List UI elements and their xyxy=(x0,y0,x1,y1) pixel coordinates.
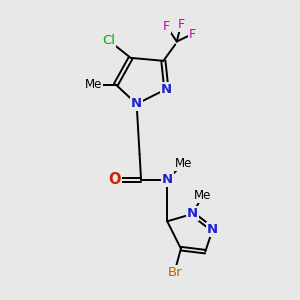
Text: F: F xyxy=(189,28,196,40)
Text: O: O xyxy=(108,172,121,187)
Text: Me: Me xyxy=(175,157,192,170)
Text: F: F xyxy=(163,20,170,33)
Text: Me: Me xyxy=(85,78,103,91)
Text: Br: Br xyxy=(168,266,182,279)
Text: N: N xyxy=(187,207,198,220)
Text: F: F xyxy=(178,18,185,31)
Text: Cl: Cl xyxy=(102,34,115,46)
Text: N: N xyxy=(162,173,173,186)
Text: N: N xyxy=(131,98,142,110)
Text: Me: Me xyxy=(194,189,211,202)
Text: N: N xyxy=(207,223,218,236)
Text: N: N xyxy=(161,82,172,96)
